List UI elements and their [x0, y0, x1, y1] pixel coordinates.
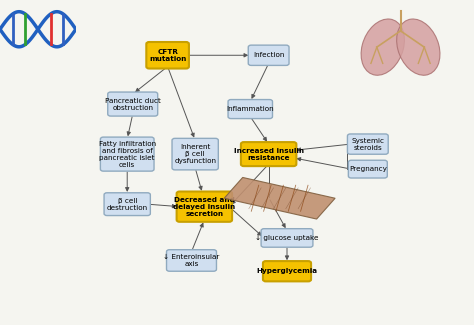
Text: Inherent
β cell
dysfunction: Inherent β cell dysfunction — [174, 144, 216, 164]
Text: CFTR
mutation: CFTR mutation — [149, 49, 186, 62]
Text: ↓ Enteroinsular
axis: ↓ Enteroinsular axis — [164, 254, 219, 267]
FancyBboxPatch shape — [228, 99, 273, 119]
Text: Decreased and
delayed insulin
secretion: Decreased and delayed insulin secretion — [173, 197, 236, 217]
FancyBboxPatch shape — [261, 229, 313, 247]
FancyBboxPatch shape — [166, 250, 217, 271]
Text: Infection: Infection — [253, 52, 284, 58]
FancyBboxPatch shape — [241, 142, 296, 166]
Text: Hyperglycemia: Hyperglycemia — [256, 268, 318, 274]
Ellipse shape — [397, 19, 440, 75]
Text: Inflammation: Inflammation — [227, 106, 274, 112]
Text: Pancreatic duct
obstruction: Pancreatic duct obstruction — [105, 98, 161, 111]
Text: Fatty infiltration
and fibrosis of
pancreatic islet
cells: Fatty infiltration and fibrosis of pancr… — [99, 141, 156, 168]
Ellipse shape — [361, 19, 404, 75]
Text: ↓ glucose uptake: ↓ glucose uptake — [255, 235, 319, 241]
FancyBboxPatch shape — [347, 134, 388, 154]
FancyBboxPatch shape — [263, 261, 311, 281]
Text: Systemic
steroids: Systemic steroids — [351, 137, 384, 150]
FancyBboxPatch shape — [100, 137, 154, 171]
FancyBboxPatch shape — [248, 45, 289, 65]
FancyBboxPatch shape — [177, 191, 232, 222]
Text: Pregnancy: Pregnancy — [349, 166, 387, 172]
FancyBboxPatch shape — [104, 193, 150, 215]
FancyBboxPatch shape — [348, 160, 387, 178]
FancyBboxPatch shape — [172, 138, 219, 170]
Text: β cell
destruction: β cell destruction — [107, 198, 148, 211]
FancyBboxPatch shape — [146, 42, 189, 69]
FancyBboxPatch shape — [108, 92, 158, 116]
Polygon shape — [224, 177, 335, 219]
Text: Increased insulin
resistance: Increased insulin resistance — [234, 148, 304, 161]
